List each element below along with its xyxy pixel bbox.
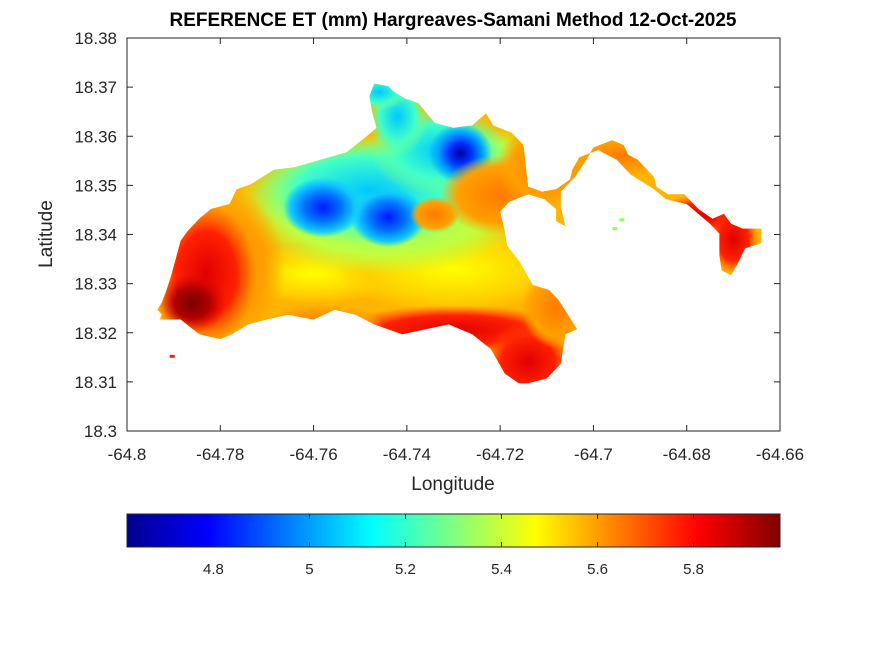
y-tick-label: 18.35 <box>74 176 117 195</box>
colorbar-tick-label: 5 <box>305 561 313 578</box>
x-axis: -64.8 -64.78 -64.76 -64.74 -64.72 -64.7 -64.68… <box>108 38 804 464</box>
y-tick-label: 18.33 <box>74 275 117 294</box>
islet <box>612 227 618 231</box>
y-tick-label: 18.37 <box>74 78 117 97</box>
et-contour-region <box>157 273 228 334</box>
x-axis-label: Longitude <box>411 474 494 495</box>
y-tick-label: 18.3 <box>84 422 117 441</box>
colorbar-tick-label: 5.6 <box>587 561 608 578</box>
y-tick-label: 18.38 <box>74 29 117 48</box>
x-tick-label: -64.76 <box>289 445 337 464</box>
colorbar-tick-label: 4.8 <box>203 561 224 578</box>
y-axis: 18.3 18.31 18.32 18.33 18.34 18.35 18.36 18.37 1… <box>74 29 780 441</box>
chart-title: REFERENCE ET (mm) Hargreaves-Samani Meth… <box>170 10 737 31</box>
colorbar-tick-label: 5.8 <box>683 561 704 578</box>
colorbar <box>126 513 781 548</box>
y-tick-label: 18.31 <box>74 373 117 392</box>
et-contour-region <box>282 177 363 238</box>
y-tick-label: 18.32 <box>74 324 117 343</box>
x-tick-label: -64.8 <box>108 445 147 464</box>
colorbar-ticks: 4.8 5 5.2 5.4 5.6 5.8 <box>203 514 704 578</box>
et-contour-region <box>350 187 427 248</box>
islet <box>619 218 625 222</box>
colorbar-tick-label: 5.4 <box>491 561 512 578</box>
islet <box>169 354 175 358</box>
x-tick-label: -64.72 <box>476 445 524 464</box>
x-tick-label: -64.7 <box>574 445 613 464</box>
y-tick-label: 18.34 <box>74 226 117 245</box>
x-tick-label: -64.78 <box>196 445 244 464</box>
x-tick-label: -64.74 <box>383 445 431 464</box>
x-tick-label: -64.66 <box>756 445 804 464</box>
colorbar-tick-label: 5.2 <box>395 561 416 578</box>
y-axis-label: Latitude <box>36 200 57 268</box>
y-tick-label: 18.36 <box>74 127 117 146</box>
x-tick-label: -64.68 <box>663 445 711 464</box>
